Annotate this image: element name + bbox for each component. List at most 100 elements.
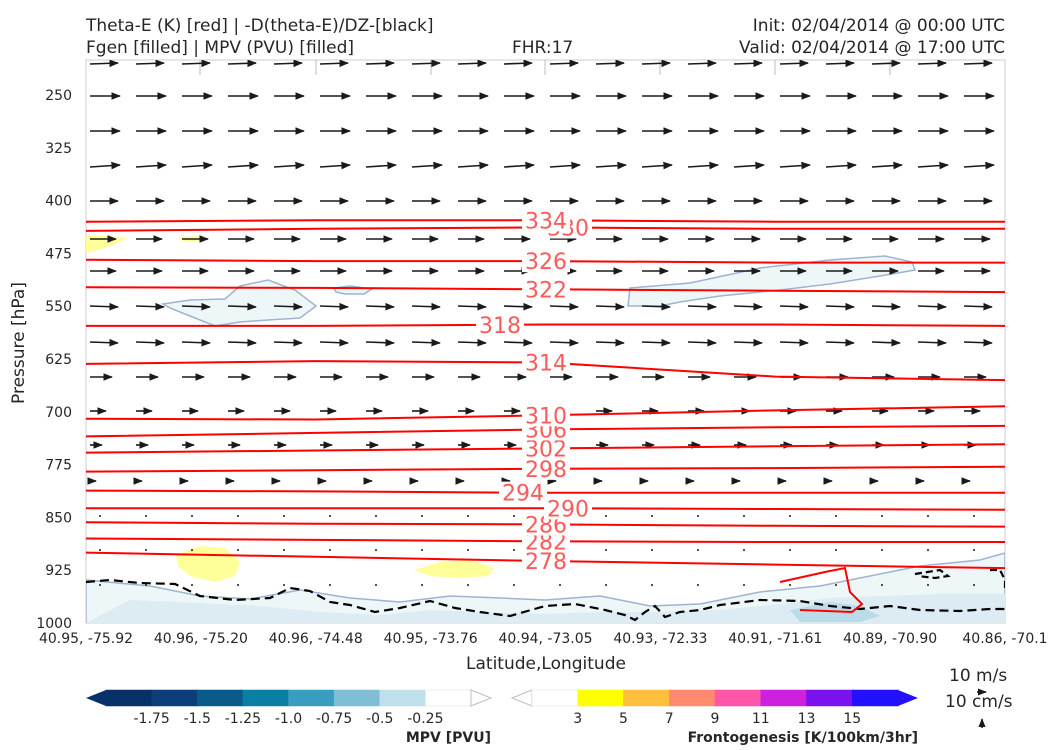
wind-arrow [273,60,303,68]
contour-label: 294 [502,482,544,507]
x-tick-label: 40.94, -73.05 [498,631,592,647]
wind-dot [743,584,745,586]
wind-arrow [319,60,349,68]
y-tick-label: 625 [45,352,72,368]
wind-reference-label-horizontal: 10 m/s [949,666,1007,686]
wind-arrow [733,161,765,170]
mpv-colorbar-extend-right [470,689,493,707]
fgen-area-1 [86,236,128,252]
x-tick-label: 40.96, -75.20 [154,631,248,647]
y-tick-label: 775 [45,458,72,474]
wind-arrow [273,302,303,311]
colorbar-swatch [852,689,899,707]
stability-dashed-contour-2 [914,568,951,580]
wind-dot [329,584,331,586]
wind-dot [145,584,147,586]
wind-dot [605,515,607,517]
wind-arrow [825,302,855,311]
wind-arrow [365,302,395,311]
colorbar-tick-label: -1.5 [184,711,211,727]
wind-arrow [411,161,443,170]
wind-dot [513,549,515,551]
x-tick-label: 40.95, -75.92 [39,631,133,647]
colorbar-swatch [623,689,670,707]
y-tick-label: 1000 [36,616,72,632]
wind-dot [513,515,515,517]
wind-arrow [871,302,901,311]
y-tick-label: 475 [45,246,72,262]
mpv-area-bottom-mid [86,594,1005,623]
mpv-area-left [160,279,318,327]
wind-arrow [227,161,259,170]
contour-label: 278 [525,550,567,575]
title-line-1: Theta-E (K) [red] | -D(theta-E)/DZ-[blac… [85,16,434,36]
wind-arrow [595,338,625,347]
stability-dashed-contour [86,578,1005,622]
colorbar-tick-label: -1.25 [225,711,261,727]
wind-dot [375,515,377,517]
wind-arrow [917,302,947,311]
y-tick-label: 850 [45,510,72,526]
colorbar-tick-label: 7 [665,711,674,727]
wind-dot [743,549,745,551]
wind-arrow [917,60,947,68]
wind-arrow [871,60,901,68]
wind-dot [973,515,975,517]
contour-label-background [522,437,570,460]
fgen-colorbar: 3 5 7 9 11 13 15 Frontogenesis [K/100km/3hr] [510,689,918,746]
wind-arrow [181,60,211,68]
wind-arrow [227,60,257,68]
y-axis-label: Pressure [hPa] [9,282,29,404]
contour-label-background [476,313,524,336]
wind-arrow [779,60,809,68]
colorbar-swatch [105,689,153,707]
wind-reference-key: 10 m/s 10 cm/s [945,666,1013,728]
wind-arrow [549,161,581,170]
colorbar-swatch [242,689,290,707]
wind-arrow [503,161,535,170]
wind-dot [605,584,607,586]
wind-arrow [135,302,165,311]
wind-arrow [319,338,349,347]
colorbar-tick-label: 13 [798,711,816,727]
x-tick-label: 40.91, -71.61 [728,631,822,647]
wind-dot [283,584,285,586]
wind-arrow [365,60,395,68]
wind-arrow [963,302,993,311]
wind-arrow [963,60,993,68]
wind-dot [99,549,101,551]
wind-arrow [89,338,119,347]
fgen-colorbar-title: Frontogenesis [K/100km/3hr] [688,730,918,746]
wind-arrow [89,302,119,311]
contour-label-background [522,404,570,427]
y-axis-ticks: 250 325 400 475 550 625 700 775 850 925 1000 [36,88,72,632]
wind-arrow [89,161,121,170]
contour-label-background [544,497,592,520]
wind-arrow [963,161,995,170]
wind-dot [467,515,469,517]
wind-arrow [779,302,809,311]
colorbar-swatch [197,689,244,707]
wind-arrow [779,161,811,170]
theta-e-contour-line [86,323,1005,327]
wind-arrow [411,302,441,311]
colorbar-swatch [425,689,472,707]
wind-arrow [733,338,763,347]
colorbar-tick-label: -0.75 [316,711,352,727]
wind-arrow [319,161,351,170]
wind-dot [421,515,423,517]
wind-arrow [319,302,349,311]
wind-arrow [595,302,625,311]
wind-arrow [825,161,857,170]
wind-dot [191,549,193,551]
wind-dot [375,584,377,586]
wind-arrow [135,60,165,68]
stability-dashed-contour-3 [990,568,1005,590]
wind-arrow [227,338,257,347]
mpv-colorbar: -1.75 -1.5 -1.25 -1.0 -0.75 -0.5 -0.25 MPV [PV… [86,689,493,746]
init-time: Init: 02/04/2014 @ 00:00 UTC [753,16,1005,36]
colorbar-tick-label: 9 [711,711,720,727]
wind-arrow [181,338,211,347]
wind-dot [697,549,699,551]
